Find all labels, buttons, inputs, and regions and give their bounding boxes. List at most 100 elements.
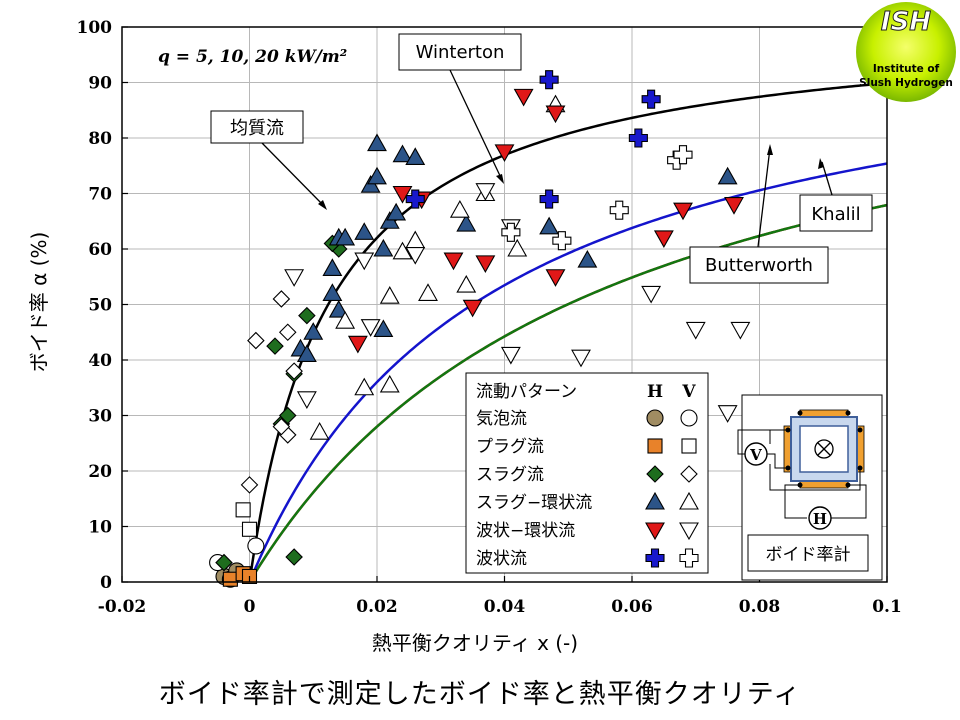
data-point (373, 319, 394, 338)
data-point (545, 105, 566, 124)
legend-marker-v (680, 465, 698, 483)
data-point (717, 166, 738, 185)
data-point (685, 321, 706, 340)
data-point (266, 337, 284, 355)
data-point (373, 238, 394, 257)
data-point (379, 374, 400, 393)
data-point (552, 231, 572, 251)
data-point (367, 133, 387, 152)
data-point (296, 391, 317, 409)
data-point (335, 311, 356, 329)
legend-marker-h (646, 409, 664, 427)
data-point (539, 70, 559, 90)
data-point (456, 274, 477, 293)
y-tick-label: 90 (88, 74, 112, 94)
legend-marker-v (681, 438, 697, 454)
x-tick-label: 0.1 (872, 597, 902, 617)
data-point (335, 227, 356, 246)
data-point (272, 417, 291, 436)
data-point (609, 200, 629, 220)
data-point (539, 216, 560, 235)
data-point (278, 406, 297, 425)
svg-text:Institute of: Institute of (873, 63, 940, 75)
legend-marker-h (647, 438, 663, 454)
data-point (500, 346, 521, 365)
data-point (641, 285, 662, 304)
data-point (405, 247, 426, 265)
svg-text:Khalil: Khalil (811, 204, 860, 225)
data-point (571, 349, 591, 368)
legend-marker-h (645, 548, 665, 568)
data-point (386, 202, 407, 221)
data-point (513, 88, 534, 107)
data-point (641, 89, 661, 109)
x-tick-label: 0 (244, 597, 256, 617)
svg-text:ISH: ISH (881, 7, 931, 37)
legend-marker-v (679, 548, 699, 568)
data-point (328, 299, 349, 318)
flow-direction-icon (814, 439, 834, 459)
correlation-curves (249, 81, 888, 581)
data-point (354, 252, 375, 271)
legend-marker-v (679, 491, 699, 510)
data-point (475, 255, 496, 273)
y-tick-label: 40 (88, 351, 112, 371)
legend-label: スラグ流 (476, 465, 544, 485)
data-point (285, 362, 303, 380)
data-point (247, 537, 265, 555)
data-point (309, 422, 330, 440)
y-axis-label: ボイド率 α (%) (27, 232, 51, 373)
y-tick-label: 30 (88, 407, 112, 427)
svg-text:H: H (813, 510, 827, 528)
data-point (284, 269, 305, 287)
data-points (209, 70, 751, 588)
data-point (392, 185, 413, 204)
svg-text:Butterworth: Butterworth (705, 255, 813, 276)
data-point (235, 502, 251, 518)
x-tick-label: 0.02 (356, 597, 397, 617)
y-tick-label: 100 (77, 18, 113, 38)
callout-homogeneous: 均質流 (210, 110, 327, 210)
callout-khalil: Khalil (799, 158, 873, 232)
x-tick-label: -0.02 (98, 597, 146, 617)
data-point (673, 145, 693, 165)
legend-header: 流動パターン (476, 382, 577, 402)
data-point (367, 166, 387, 185)
legend-label: プラグ流 (476, 437, 544, 457)
data-point (545, 269, 566, 287)
data-point (717, 405, 738, 423)
y-tick-label: 50 (88, 296, 112, 316)
data-point (653, 230, 674, 249)
curve-line (249, 203, 888, 581)
y-tick-label: 70 (88, 185, 112, 205)
svg-text:V: V (749, 446, 762, 464)
data-point (673, 202, 693, 221)
legend-marker-h (645, 491, 665, 510)
legend-marker-v (679, 522, 699, 541)
data-point (507, 238, 528, 257)
data-point (418, 283, 438, 301)
svg-text:Slush Hydrogen: Slush Hydrogen (859, 77, 953, 89)
y-tick-label: 80 (88, 129, 112, 149)
void-meter-inset: V H ボイド率計 (737, 394, 883, 581)
curve-line (249, 162, 888, 580)
data-point (475, 183, 496, 201)
svg-text:Winterton: Winterton (416, 42, 505, 63)
axis-ticks: -0.02 0 0.02 0.04 0.06 0.08 0.1 0 10 20 30 40 50 60 70… (77, 18, 902, 617)
y-tick-label: 60 (88, 240, 112, 260)
legend-label: 波状流 (476, 549, 527, 569)
legend-col-h: H (647, 382, 663, 402)
y-tick-label: 0 (100, 573, 112, 593)
data-point (577, 249, 598, 268)
y-tick-label: 10 (88, 518, 112, 538)
data-point (462, 299, 483, 318)
x-tick-label: 0.06 (611, 597, 652, 617)
data-point (724, 197, 744, 215)
data-point (222, 571, 238, 587)
data-point (354, 377, 375, 396)
legend-marker-v (680, 409, 698, 427)
data-point (278, 323, 297, 342)
legend-marker-h (646, 465, 664, 483)
